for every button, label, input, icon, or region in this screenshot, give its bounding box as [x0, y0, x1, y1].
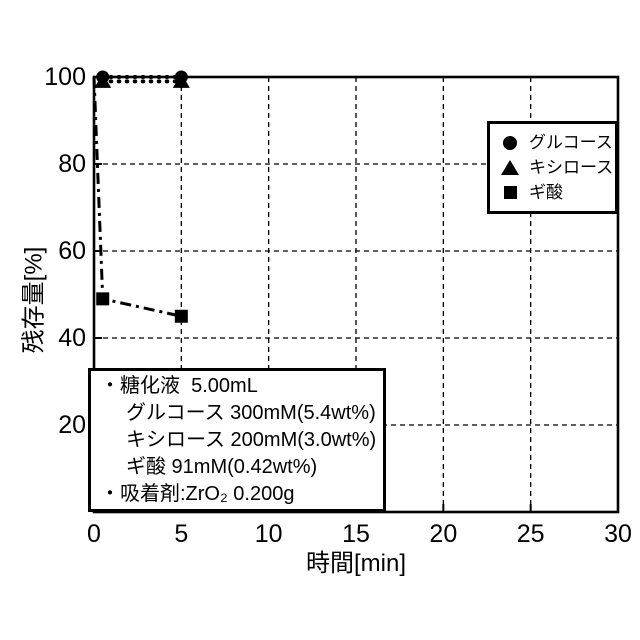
y-tick-label: 20 — [58, 411, 86, 439]
square-data-marker — [174, 309, 188, 323]
series-line-2 — [92, 76, 182, 318]
annotation-line-saccharified-liquid: ・糖化液 5.00mL — [100, 375, 258, 397]
triangle-data-marker — [94, 73, 112, 88]
x-axis-title: 時間[min] — [305, 550, 406, 577]
legend-item-formic-acid: ギ酸 — [501, 182, 615, 202]
x-tick-label: 25 — [516, 520, 545, 548]
triangle-marker-icon — [501, 160, 519, 175]
annotation-line-adsorbent: ・吸着剤:ZrO₂ 0.200g — [100, 483, 295, 505]
square-marker-icon — [501, 186, 519, 199]
legend: グルコース キシロース ギ酸 — [487, 121, 618, 214]
y-tick-label: 60 — [58, 237, 86, 265]
annotation-line-glucose: グルコース 300mM(5.4wt%) — [126, 402, 376, 424]
legend-label: ギ酸 — [529, 182, 563, 202]
legend-label: グルコース — [529, 132, 613, 152]
square-data-marker — [96, 292, 110, 306]
x-tick-label: 10 — [254, 520, 283, 548]
x-tick-label: 15 — [342, 520, 370, 548]
y-axis-title: 残存量[%] — [20, 246, 48, 354]
annotation-box: ・糖化液 5.00mL グルコース 300mM(5.4wt%) キシロース 20… — [88, 368, 386, 512]
y-tick-label: 40 — [58, 324, 86, 352]
x-tick-label: 30 — [604, 520, 632, 548]
annotation-line-formic-acid: ギ酸 91mM(0.42wt%) — [126, 456, 318, 478]
x-tick-label: 5 — [174, 520, 189, 548]
x-tick-label: 0 — [87, 520, 101, 548]
legend-item-xylose: キシロース — [501, 157, 615, 177]
legend-label: キシロース — [529, 157, 614, 177]
annotation-line-xylose: キシロース 200mM(3.0wt%) — [126, 429, 377, 451]
triangle-data-marker — [172, 73, 190, 88]
y-tick-label: 100 — [44, 63, 86, 91]
circle-marker-icon — [501, 135, 519, 150]
y-tick-label: 80 — [58, 150, 86, 178]
x-tick-label: 20 — [429, 520, 458, 548]
legend-item-glucose: グルコース — [501, 132, 615, 152]
